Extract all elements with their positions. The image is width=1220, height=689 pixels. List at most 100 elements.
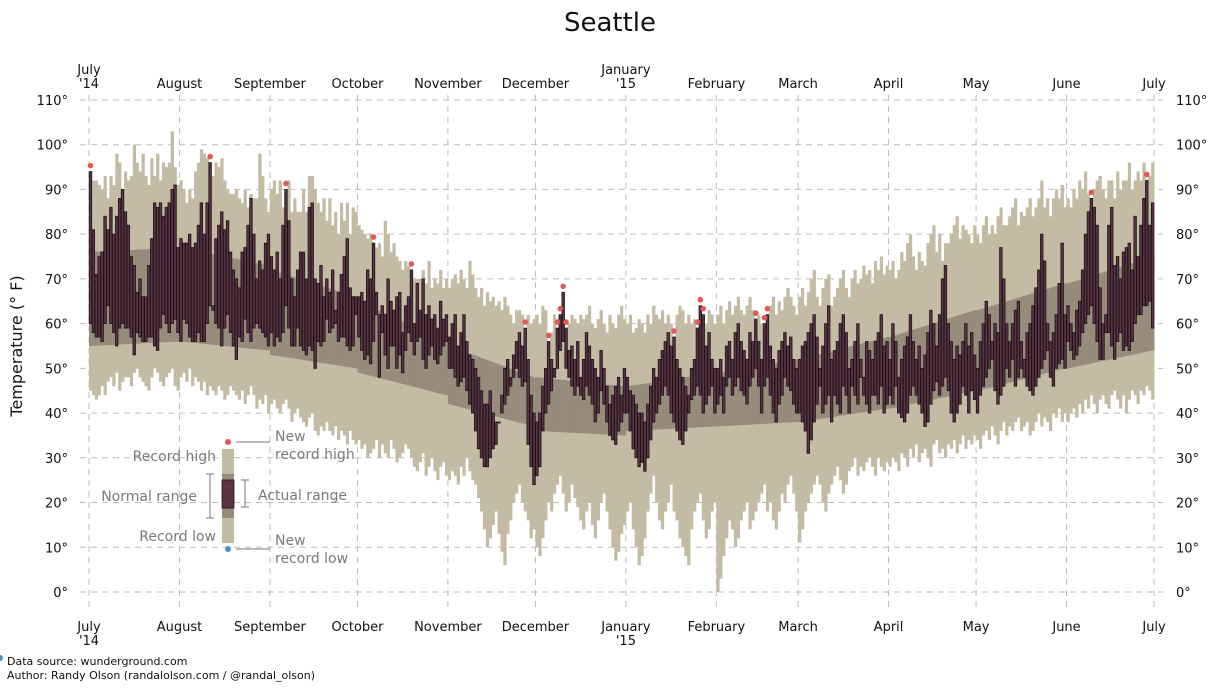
actual-range-bar (885, 341, 889, 405)
actual-range-bar (307, 206, 311, 347)
actual-range-bar (847, 367, 851, 414)
actual-range-bar (579, 376, 583, 396)
normal-range-bar (1049, 287, 1053, 373)
normal-range-bar (444, 341, 449, 396)
actual-range-bar (981, 323, 986, 387)
actual-range-bar (520, 345, 524, 387)
y-tick-label-left: 60° (45, 318, 68, 333)
actual-range-bar (669, 345, 673, 414)
normal-range-bar (789, 360, 793, 423)
actual-range-bar (689, 367, 694, 401)
actual-range-bar (698, 305, 702, 396)
normal-range-bar (763, 364, 767, 424)
actual-range-bar (155, 206, 160, 351)
y-tick-label-right: 40° (1176, 407, 1199, 422)
actual-range-bar (97, 256, 101, 338)
actual-range-bar (176, 247, 180, 333)
normal-range-bar (786, 360, 790, 423)
actual-range-bar (441, 318, 446, 347)
normal-range-bar (415, 328, 420, 388)
actual-range-bar (532, 412, 536, 486)
actual-range-bar (395, 296, 399, 369)
actual-range-bar (223, 229, 227, 329)
actual-range-bar (401, 332, 405, 374)
actual-range-bar (287, 220, 291, 329)
actual-range-bar (228, 251, 233, 333)
y-tick-label-left: 40° (45, 407, 68, 422)
actual-range-bar (649, 385, 653, 441)
normal-range-bar (538, 377, 542, 432)
actual-range-bar (888, 359, 892, 396)
actual-range-bar (1078, 300, 1082, 347)
normal-range-bar (407, 324, 411, 386)
normal-range-bar (447, 345, 452, 405)
actual-range-bar (978, 341, 983, 396)
normal-range-bar (728, 370, 732, 426)
actual-range-bar (757, 341, 761, 387)
legend-new-record-low-label-1: New (275, 533, 306, 549)
normal-range-bar (144, 249, 148, 344)
legend-actual-bar (221, 479, 235, 509)
actual-range-bar (1107, 224, 1111, 333)
actual-range-bar (1083, 233, 1088, 325)
actual-range-bar (719, 359, 723, 396)
actual-range-bar (1148, 224, 1152, 302)
actual-range-bar (170, 189, 174, 325)
actual-range-bar (506, 359, 510, 396)
actual-range-bar (1066, 305, 1070, 342)
actual-range-bar (739, 341, 743, 392)
actual-range-bar (549, 359, 554, 392)
y-tick-label-left: 20° (45, 497, 68, 512)
x-tick-label-top: July (1141, 77, 1166, 92)
actual-range-bar (908, 314, 913, 396)
record-range-bar (722, 323, 726, 557)
new-record-high-dot (761, 314, 768, 321)
actual-range-bar (859, 359, 863, 378)
actual-range-bar (1150, 202, 1155, 329)
actual-range-bar (523, 327, 527, 383)
actual-range-bar (403, 305, 408, 351)
actual-range-bar (1013, 309, 1018, 387)
actual-range-bar (832, 350, 837, 396)
x-tick-label-bottom: December (502, 620, 570, 635)
actual-range-bar (1127, 242, 1131, 351)
x-tick-label-bottom: June (1051, 620, 1080, 635)
actual-range-bar (433, 314, 437, 360)
y-tick-label-left: 110° (37, 94, 68, 109)
normal-range-bar (547, 378, 551, 432)
normal-range-bar (582, 382, 586, 434)
actual-range-bar (967, 345, 971, 414)
legend-new-record-high-dot (225, 439, 231, 445)
actual-range-bar (637, 412, 641, 468)
actual-range-bar (1048, 341, 1053, 378)
actual-range-bar (1104, 314, 1108, 333)
actual-range-bar (301, 251, 306, 351)
y-tick-label-right: 10° (1176, 541, 1199, 556)
normal-range-bar (1019, 296, 1024, 380)
actual-range-bar (786, 345, 790, 387)
actual-range-bar (943, 265, 948, 378)
actual-range-bar (199, 202, 204, 342)
actual-range-bar (339, 274, 344, 338)
normal-range-bar (765, 364, 770, 424)
actual-range-bar (115, 215, 119, 347)
actual-range-bar (100, 251, 104, 342)
legend-new-record-high-label-2: record high (275, 447, 355, 463)
normal-range-bar (325, 287, 329, 364)
actual-range-bar (167, 202, 171, 333)
normal-range-bar (436, 337, 440, 393)
normal-range-bar (859, 343, 863, 413)
actual-range-bar (736, 323, 740, 378)
actual-range-bar (508, 376, 513, 387)
record-range-bar (497, 301, 501, 534)
normal-range-bar (564, 380, 568, 433)
actual-range-bar (91, 229, 96, 333)
actual-range-bar (570, 345, 574, 387)
normal-range-bar (576, 381, 580, 434)
normal-range-bar (497, 364, 501, 418)
actual-range-bar (762, 323, 767, 387)
actual-range-bar (150, 238, 154, 338)
x-tick-label-top: July (76, 63, 101, 78)
actual-range-bar (777, 350, 781, 405)
actual-range-bar (1072, 332, 1076, 360)
